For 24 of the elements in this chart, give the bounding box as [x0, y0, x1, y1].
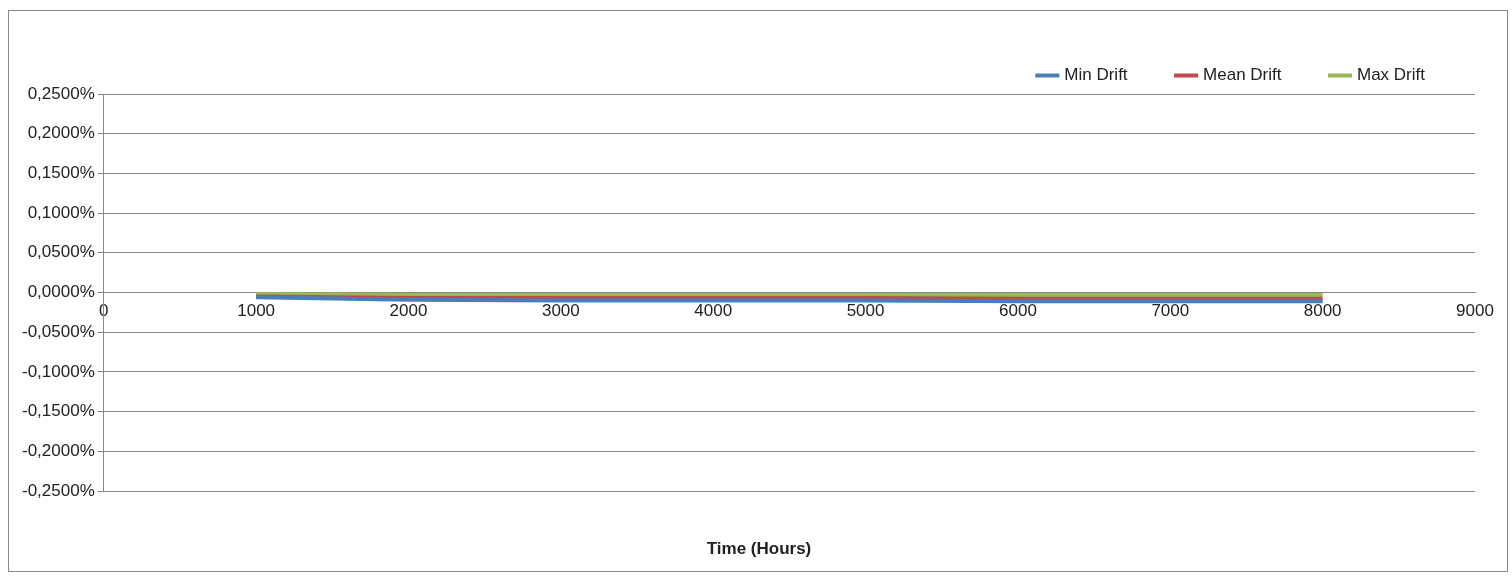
x-tick-label: 4000: [694, 301, 733, 321]
y-tick-label: -0,1500%: [21, 401, 95, 421]
legend-label: Max Drift: [1357, 65, 1426, 85]
x-tick-label: 6000: [999, 301, 1037, 321]
y-tick-label: 0,2000%: [27, 123, 95, 143]
x-tick-label: 2000: [389, 301, 428, 321]
x-tick-label: 8000: [1303, 301, 1342, 321]
y-tick-label: -0,0500%: [21, 321, 95, 341]
y-tick-label: 0,0500%: [27, 242, 95, 262]
y-tick-label: 0,1000%: [27, 202, 95, 222]
x-tick-label: 9000: [1456, 301, 1494, 321]
y-tick-label: -0,1000%: [21, 361, 95, 381]
x-tick-label: 1000: [237, 301, 276, 321]
y-tick-label: 0,2500%: [27, 83, 95, 103]
y-tick-label: -0,2000%: [21, 440, 95, 460]
legend-label: Mean Drift: [1203, 65, 1282, 85]
y-tick-label: -0,2500%: [21, 480, 95, 500]
legend-label: Min Drift: [1064, 65, 1128, 85]
y-tick-label: 0,1500%: [27, 163, 95, 183]
x-tick-label: 5000: [846, 301, 885, 321]
x-tick-label: 3000: [541, 301, 580, 321]
y-tick-label: 0,0000%: [27, 282, 95, 302]
x-tick-label: 7000: [1151, 301, 1190, 321]
x-axis-title: Time (Hours): [705, 539, 813, 559]
